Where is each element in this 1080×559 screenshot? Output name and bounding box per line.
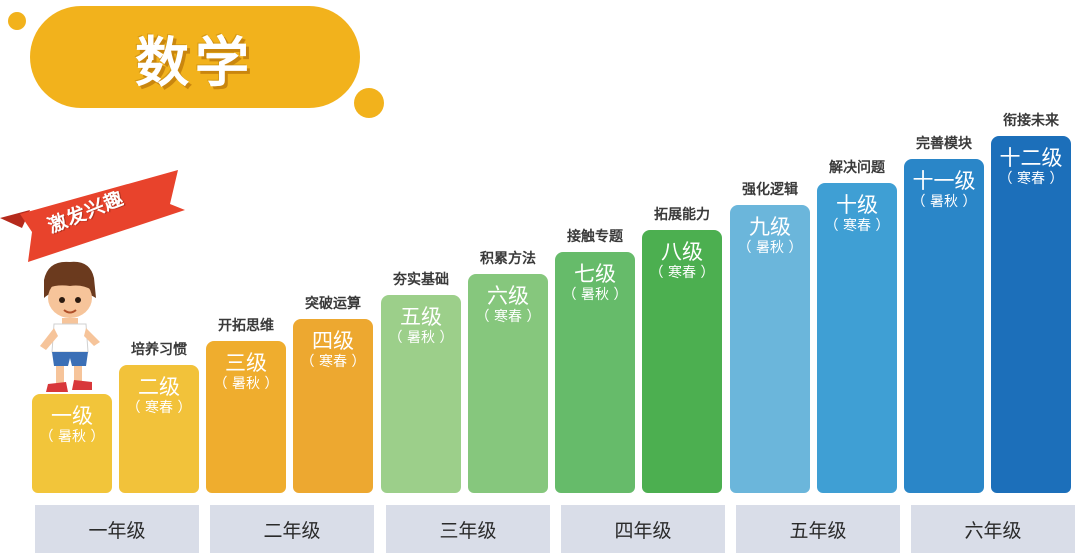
level-label: 二级 [138, 375, 180, 399]
level-label: 四级 [312, 329, 354, 353]
level-label: 九级 [749, 215, 791, 239]
ribbon-banner [0, 170, 185, 262]
level-label: 十二级 [999, 146, 1063, 170]
level-bar: 八级（ 寒春 ） [642, 230, 722, 493]
goal-label: 积累方法 [480, 251, 536, 267]
title-pill [30, 6, 360, 108]
term-label: （ 寒春 ） [649, 265, 715, 281]
term-label: （ 寒春 ） [824, 218, 890, 234]
decor-dot-small [8, 12, 26, 30]
goal-label: 衔接未来 [1003, 113, 1059, 129]
term-label: （ 暑秋 ） [388, 330, 454, 346]
level-bar: 七级（ 暑秋 ） [555, 252, 635, 493]
term-label: （ 暑秋 ） [562, 287, 628, 303]
goal-label: 强化逻辑 [742, 182, 798, 198]
level-bar: 十级（ 寒春 ） [817, 183, 897, 493]
grade-cell: 四年级 [561, 505, 725, 553]
term-label: （ 寒春 ） [475, 309, 541, 325]
goal-label: 夯实基础 [393, 272, 449, 288]
level-label: 十一级 [912, 169, 976, 193]
level-bar: 三级（ 暑秋 ） [206, 341, 286, 493]
level-bar: 二级（ 寒春 ） [119, 365, 199, 493]
term-label: （ 暑秋 ） [911, 194, 977, 210]
level-label: 八级 [661, 240, 703, 264]
level-label: 一级 [51, 404, 93, 428]
level-bar: 四级（ 寒春 ） [293, 319, 373, 493]
grade-cell: 三年级 [386, 505, 550, 553]
grade-cell: 五年级 [736, 505, 900, 553]
term-label: （ 寒春 ） [300, 354, 366, 370]
goal-label: 完善模块 [916, 136, 972, 152]
level-label: 七级 [574, 262, 616, 286]
boy-illustration [40, 261, 100, 392]
level-bar: 十二级（ 寒春 ） [991, 136, 1071, 493]
level-bar: 五级（ 暑秋 ） [381, 295, 461, 493]
term-label: （ 暑秋 ） [737, 240, 803, 256]
goal-label: 拓展能力 [654, 207, 710, 223]
goal-label: 接触专题 [567, 229, 623, 245]
grade-cell: 二年级 [210, 505, 374, 553]
term-label: （ 寒春 ） [998, 171, 1064, 187]
level-bar: 九级（ 暑秋 ） [730, 205, 810, 493]
page-title: 数学 [135, 30, 255, 94]
grade-cell: 一年级 [35, 505, 199, 553]
level-label: 五级 [400, 305, 442, 329]
level-label: 三级 [225, 351, 267, 375]
level-bar: 十一级（ 暑秋 ） [904, 159, 984, 493]
goal-label: 培养习惯 [131, 342, 187, 358]
decor-dot-large [354, 88, 384, 118]
term-label: （ 寒春 ） [126, 400, 192, 416]
goal-label: 突破运算 [305, 296, 361, 312]
level-label: 六级 [487, 284, 529, 308]
term-label: （ 暑秋 ） [39, 429, 105, 445]
level-label: 十级 [836, 193, 878, 217]
term-label: （ 暑秋 ） [213, 376, 279, 392]
level-bar: 一级（ 暑秋 ） [32, 394, 112, 493]
grade-cell: 六年级 [911, 505, 1075, 553]
goal-label: 解决问题 [829, 160, 885, 176]
level-bar: 六级（ 寒春 ） [468, 274, 548, 493]
goal-label: 开拓思维 [218, 318, 274, 334]
